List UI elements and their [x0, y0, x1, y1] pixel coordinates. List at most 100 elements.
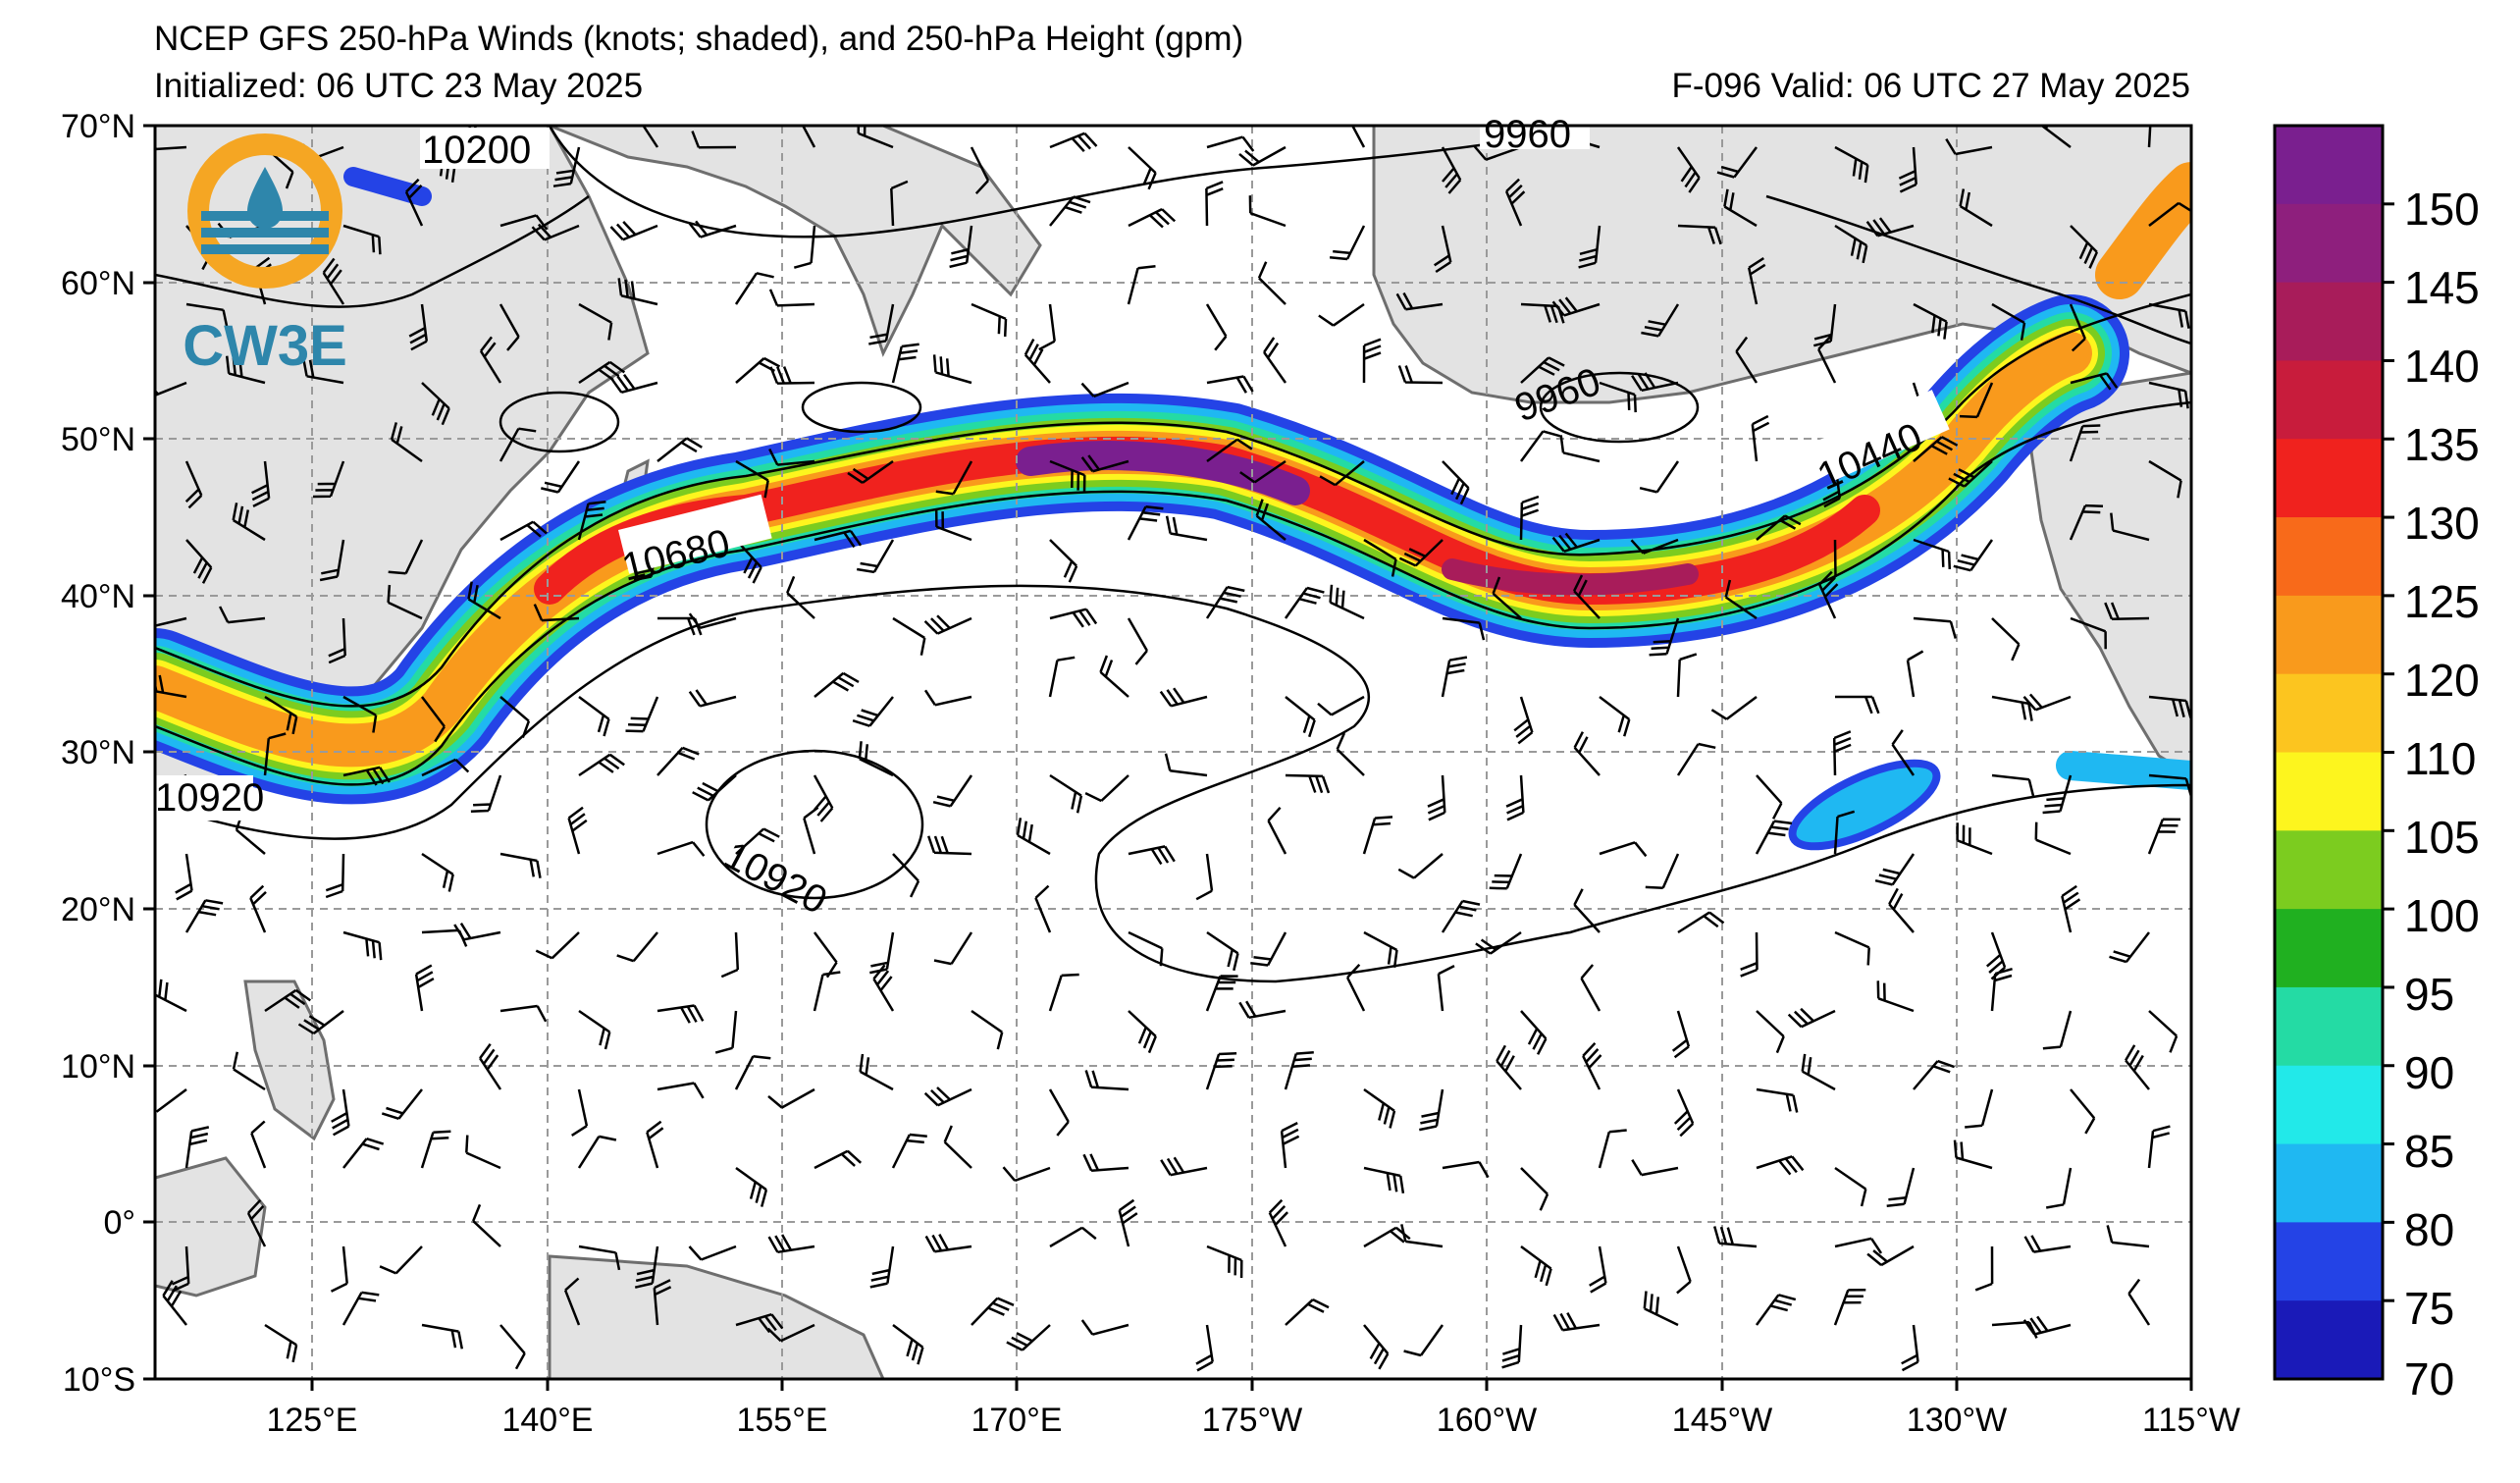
- wind-barb: [720, 931, 740, 979]
- colorbar-border: [2273, 124, 2385, 1381]
- wind-barb: [1473, 145, 1522, 161]
- wind-barb: [1552, 1312, 1601, 1332]
- lat-label: 70°N: [61, 108, 135, 145]
- wind-barb: [470, 774, 502, 813]
- wind-barb: [499, 852, 542, 878]
- wind-barb: [1442, 616, 1486, 641]
- wind-barb: [342, 695, 378, 733]
- wind-barb: [1317, 695, 1365, 716]
- wind-barb: [499, 696, 531, 739]
- wind-barb: [1520, 1010, 1548, 1055]
- wind-barb: [1639, 460, 1680, 494]
- wind-barb: [1397, 853, 1444, 879]
- wind-barb: [155, 1087, 187, 1113]
- wind-barb: [1080, 454, 1129, 473]
- wind-barb: [1953, 539, 1994, 572]
- wind-barb: [1756, 1010, 1785, 1054]
- wind-barb: [924, 1234, 972, 1253]
- wind-barb: [1049, 195, 1091, 227]
- wind-barb: [185, 302, 229, 328]
- wind-barb: [1886, 1167, 1916, 1208]
- wind-barb: [1437, 964, 1455, 1012]
- wind-barb: [1400, 1224, 1444, 1248]
- wind-barb: [1504, 178, 1526, 227]
- wind-barb: [1268, 1198, 1288, 1247]
- wind-barb: [734, 272, 774, 305]
- wind-barb: [1834, 930, 1870, 966]
- wind-barb: [1520, 1167, 1549, 1211]
- wind-barb: [1898, 146, 1917, 193]
- wind-barb: [1238, 1000, 1286, 1020]
- wind-barb: [1520, 356, 1565, 384]
- wind-barb: [535, 931, 580, 960]
- wind-barb: [609, 221, 658, 241]
- wind-barb: [1740, 931, 1759, 978]
- wind-barb: [1206, 438, 1253, 463]
- wind-barb: [2070, 225, 2099, 269]
- wind-barb: [1913, 616, 1958, 639]
- colorbar-segment: [2275, 1143, 2383, 1223]
- wind-barb: [1676, 1245, 1692, 1295]
- wind-barb: [1434, 225, 1452, 274]
- wind-barb: [2042, 774, 2073, 815]
- wind-barb: [479, 1042, 502, 1090]
- wind-barb: [342, 930, 383, 961]
- colorbar-segment: [2275, 595, 2383, 675]
- wind-barb: [1756, 1155, 1805, 1176]
- lon-label: 160°W: [1437, 1402, 1537, 1439]
- wind-barb: [1206, 375, 1254, 394]
- wind-barb: [1578, 225, 1601, 269]
- wind-barb: [1257, 261, 1286, 305]
- colorbar-label: 145: [2404, 262, 2480, 313]
- wind-barb: [1397, 365, 1444, 385]
- wind-barb: [328, 617, 346, 664]
- logo-ring: [187, 133, 342, 289]
- wind-barb: [852, 696, 894, 727]
- wind-barb: [251, 460, 271, 508]
- wind-barb: [813, 774, 834, 822]
- wind-barb: [1350, 126, 1366, 148]
- wind-barb: [803, 806, 819, 855]
- latitude-axis: [143, 124, 155, 1381]
- wind-barb: [890, 180, 909, 227]
- wind-barb: [1267, 806, 1287, 855]
- wind-barb: [1492, 576, 1522, 619]
- wind-barb: [793, 225, 816, 269]
- wind-barb: [342, 224, 382, 255]
- wind-barb: [578, 1245, 621, 1271]
- wind-barb: [1362, 338, 1382, 384]
- wind-barb: [1716, 146, 1759, 179]
- wind-barb: [1441, 899, 1481, 933]
- wind-barb: [1362, 816, 1393, 855]
- wind-barb: [1127, 505, 1164, 541]
- wind-barb: [249, 884, 267, 933]
- wind-barb: [892, 853, 920, 898]
- lat-label: 10°N: [61, 1048, 135, 1086]
- lon-label: 115°W: [2142, 1402, 2240, 1439]
- wind-barb: [453, 923, 501, 941]
- wind-barb: [155, 976, 187, 1013]
- wind-barb: [1329, 225, 1366, 261]
- wind-barb: [250, 1120, 267, 1169]
- wind-barb: [1329, 584, 1365, 620]
- wind-barb: [1906, 650, 1924, 698]
- wind-barb: [735, 1166, 768, 1207]
- wind-barb: [1755, 820, 1793, 855]
- wind-barb: [813, 971, 841, 1012]
- wind-barb: [1551, 532, 1601, 553]
- wind-barb: [1712, 1226, 1758, 1248]
- wind-barb: [932, 354, 972, 385]
- gridlines: [155, 126, 2191, 1379]
- wind-barb: [1787, 1007, 1836, 1029]
- map-title: NCEP GFS 250-hPa Winds (knots; shaded), …: [154, 20, 1244, 58]
- wind-barb: [1519, 495, 1540, 541]
- borneo-landmass: [155, 1156, 267, 1298]
- wind-barb: [1128, 930, 1164, 967]
- wind-barb: [1710, 696, 1758, 720]
- wind-barb: [688, 1245, 737, 1261]
- wind-barb: [1573, 731, 1601, 776]
- wind-barb: [688, 689, 737, 708]
- wind-barb: [1599, 696, 1631, 737]
- lon-label: 145°W: [1672, 1402, 1772, 1439]
